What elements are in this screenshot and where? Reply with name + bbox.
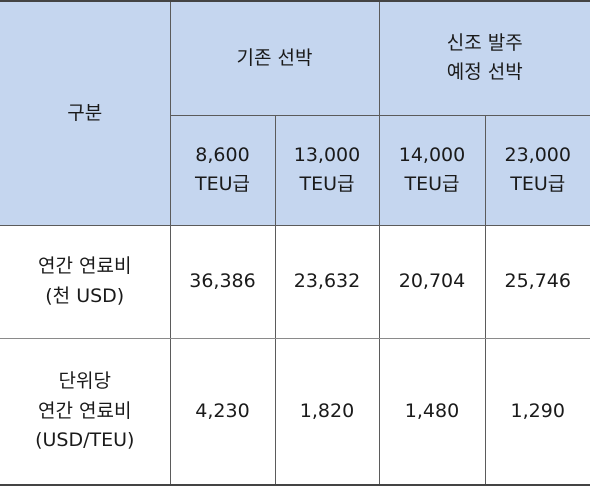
value-cell: 23,632 xyxy=(275,224,380,339)
table-row: 연간 연료비 (천 USD) 36,386 23,632 20,704 25,7… xyxy=(0,224,590,339)
value-cell: 1,290 xyxy=(485,338,590,486)
column-header-8600: 8,600 TEU급 xyxy=(170,115,276,225)
value-cell: 36,386 xyxy=(170,224,276,339)
new-order-ships-label-line2: 예정 선박 xyxy=(446,61,523,84)
value-cell: 20,704 xyxy=(379,224,486,339)
column-header-line1: 23,000 xyxy=(504,143,571,166)
value-cell: 1,820 xyxy=(275,338,380,486)
row-label: 단위당 연간 연료비 (USD/TEU) xyxy=(0,338,171,486)
column-header-23000: 23,000 TEU급 xyxy=(485,115,590,225)
column-header-13000: 13,000 TEU급 xyxy=(275,115,380,225)
category-header-label: 구분 xyxy=(67,101,103,124)
column-header-14000: 14,000 TEU급 xyxy=(379,115,486,225)
value-cell: 1,480 xyxy=(379,338,486,486)
column-header-line2: TEU급 xyxy=(299,173,355,195)
category-header: 구분 xyxy=(0,0,171,225)
column-header-line2: TEU급 xyxy=(404,173,460,195)
row-label-line: (천 USD) xyxy=(45,284,125,307)
row-label: 연간 연료비 (천 USD) xyxy=(0,224,171,339)
row-label-line: 단위당 xyxy=(58,370,111,393)
column-header-line1: 8,600 xyxy=(195,143,250,166)
column-header-line1: 13,000 xyxy=(293,143,361,166)
column-header-line1: 14,000 xyxy=(398,143,466,166)
table-row: 단위당 연간 연료비 (USD/TEU) 4,230 1,820 1,480 1… xyxy=(0,338,590,486)
existing-ships-header: 기존 선박 xyxy=(170,0,380,116)
row-label-line: (USD/TEU) xyxy=(35,428,135,451)
existing-ships-label: 기존 선박 xyxy=(236,46,313,69)
new-order-ships-label-line1: 신조 발주 xyxy=(446,31,523,54)
new-order-ships-header: 신조 발주 예정 선박 xyxy=(379,0,590,116)
column-header-line2: TEU급 xyxy=(510,173,566,195)
row-label-line: 연간 연료비 xyxy=(38,255,132,278)
value-cell: 25,746 xyxy=(485,224,590,339)
value-cell: 4,230 xyxy=(170,338,276,486)
row-label-line: 연간 연료비 xyxy=(38,399,132,422)
column-header-line2: TEU급 xyxy=(195,173,250,195)
